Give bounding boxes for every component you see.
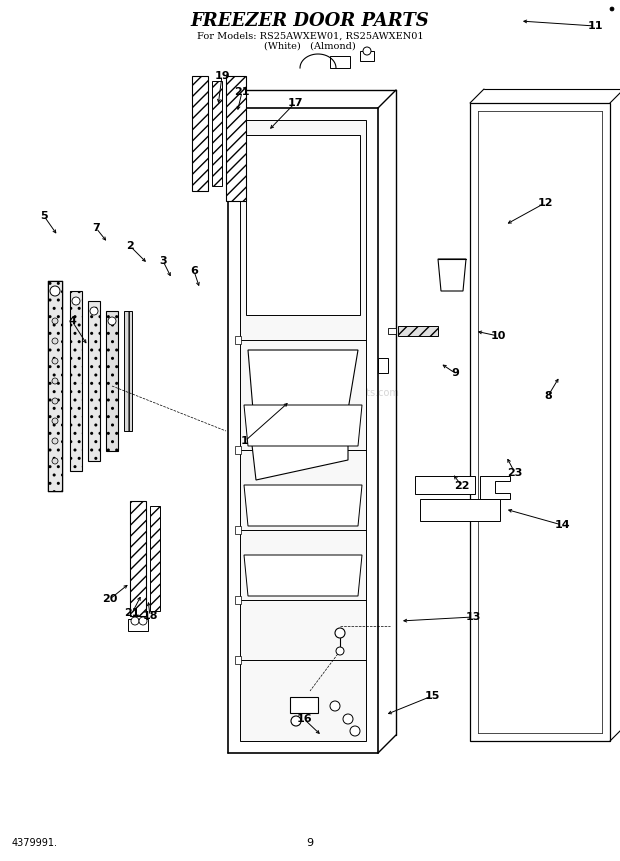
Text: 3: 3 bbox=[159, 256, 167, 266]
Circle shape bbox=[52, 318, 58, 324]
Circle shape bbox=[72, 297, 80, 305]
Polygon shape bbox=[248, 350, 358, 410]
Circle shape bbox=[291, 716, 301, 726]
Circle shape bbox=[52, 458, 58, 464]
Bar bbox=[290, 697, 318, 713]
Bar bbox=[88, 301, 100, 461]
Bar bbox=[235, 656, 241, 664]
Text: 6: 6 bbox=[190, 266, 198, 276]
Circle shape bbox=[52, 338, 58, 344]
Text: 8: 8 bbox=[544, 391, 552, 401]
Bar bbox=[235, 446, 241, 454]
Circle shape bbox=[52, 358, 58, 364]
Bar bbox=[235, 596, 241, 604]
Text: 7: 7 bbox=[92, 223, 100, 233]
Bar bbox=[48, 281, 62, 491]
Text: 4379991.: 4379991. bbox=[12, 838, 58, 848]
Circle shape bbox=[52, 418, 58, 424]
Text: 14: 14 bbox=[554, 520, 570, 530]
Bar bbox=[360, 51, 374, 61]
Polygon shape bbox=[244, 405, 362, 446]
Circle shape bbox=[52, 378, 58, 384]
Bar bbox=[378, 358, 388, 373]
Circle shape bbox=[52, 398, 58, 404]
Text: 4: 4 bbox=[68, 316, 76, 326]
Bar bbox=[130, 501, 146, 616]
Text: 9: 9 bbox=[451, 368, 459, 378]
Circle shape bbox=[131, 617, 139, 625]
Circle shape bbox=[610, 7, 614, 11]
Text: 20: 20 bbox=[102, 594, 118, 604]
Bar bbox=[415, 476, 475, 494]
Text: 11: 11 bbox=[587, 21, 603, 31]
Bar bbox=[192, 76, 208, 191]
Polygon shape bbox=[438, 259, 466, 291]
Circle shape bbox=[139, 617, 147, 625]
Circle shape bbox=[363, 47, 371, 55]
Text: 21: 21 bbox=[124, 608, 140, 618]
Text: 1: 1 bbox=[241, 436, 249, 446]
Bar bbox=[212, 81, 222, 186]
Bar bbox=[124, 311, 132, 431]
Circle shape bbox=[52, 438, 58, 444]
Text: 21: 21 bbox=[234, 87, 250, 97]
Text: eReplacementParts.com: eReplacementParts.com bbox=[281, 388, 399, 398]
Bar bbox=[70, 291, 82, 471]
Circle shape bbox=[350, 726, 360, 736]
Circle shape bbox=[335, 628, 345, 638]
Bar bbox=[226, 76, 246, 201]
Text: For Models: RS25AWXEW01, RS25AWXEN01: For Models: RS25AWXEW01, RS25AWXEN01 bbox=[197, 32, 423, 40]
Bar bbox=[330, 56, 350, 68]
Text: 13: 13 bbox=[466, 612, 480, 622]
Bar bbox=[398, 326, 438, 336]
Text: 22: 22 bbox=[454, 481, 470, 491]
Text: 23: 23 bbox=[507, 468, 523, 478]
Bar bbox=[470, 103, 610, 741]
Text: 5: 5 bbox=[40, 211, 48, 221]
Bar bbox=[235, 526, 241, 534]
Bar bbox=[106, 311, 118, 451]
Polygon shape bbox=[244, 555, 362, 596]
Text: FREEZER DOOR PARTS: FREEZER DOOR PARTS bbox=[190, 12, 430, 30]
Circle shape bbox=[90, 307, 98, 315]
Text: (White)   (Almond): (White) (Almond) bbox=[264, 41, 356, 51]
Bar bbox=[246, 135, 360, 315]
Text: 16: 16 bbox=[296, 714, 312, 724]
Text: 2: 2 bbox=[126, 241, 134, 251]
Text: 19: 19 bbox=[214, 71, 230, 81]
Circle shape bbox=[50, 286, 60, 296]
Bar bbox=[240, 120, 366, 741]
Text: 15: 15 bbox=[424, 691, 440, 701]
Polygon shape bbox=[480, 476, 510, 499]
Bar bbox=[128, 619, 148, 631]
Bar bbox=[150, 506, 160, 611]
Polygon shape bbox=[248, 410, 348, 480]
Circle shape bbox=[336, 647, 344, 655]
Bar bbox=[235, 336, 241, 344]
Text: 18: 18 bbox=[142, 611, 157, 621]
Circle shape bbox=[343, 714, 353, 724]
Polygon shape bbox=[244, 485, 362, 526]
Bar bbox=[388, 328, 396, 334]
Circle shape bbox=[108, 317, 116, 325]
Text: 9: 9 bbox=[306, 838, 314, 848]
Text: 10: 10 bbox=[490, 331, 506, 341]
Circle shape bbox=[330, 701, 340, 711]
Text: 17: 17 bbox=[287, 98, 303, 108]
Text: 12: 12 bbox=[538, 198, 553, 208]
Bar bbox=[420, 499, 500, 521]
